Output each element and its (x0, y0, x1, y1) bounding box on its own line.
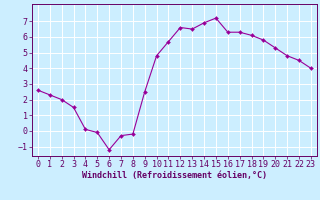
X-axis label: Windchill (Refroidissement éolien,°C): Windchill (Refroidissement éolien,°C) (82, 171, 267, 180)
